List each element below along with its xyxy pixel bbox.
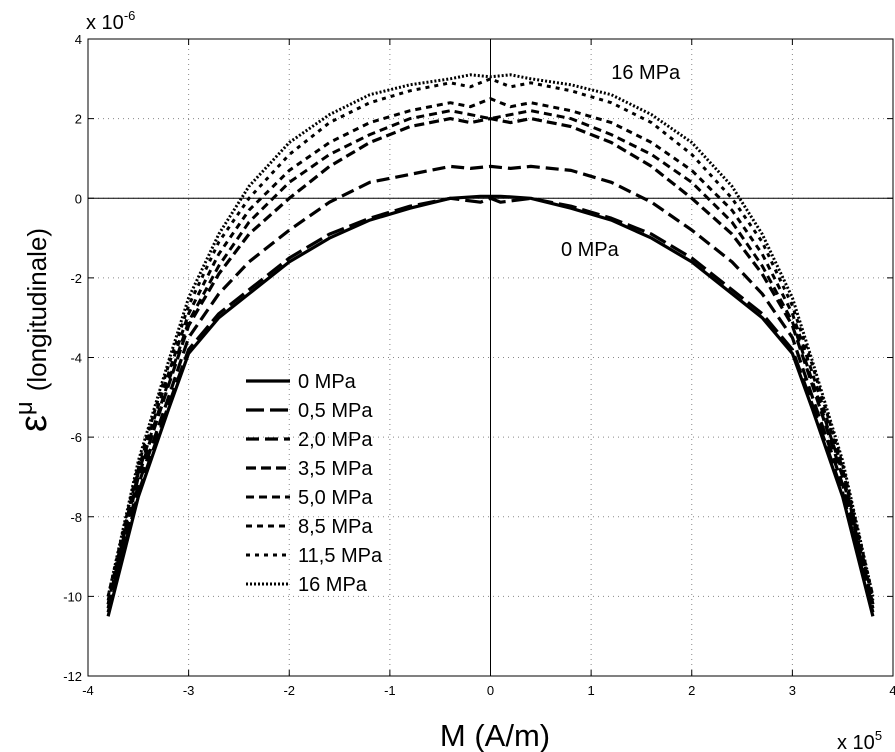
series-line-3: [106, 116, 875, 605]
y-axis-label-text: (longitudinale): [22, 228, 52, 391]
series-line-1: [106, 196, 875, 613]
legend-label-0: 0 MPa: [298, 371, 357, 393]
legend: 0 MPa 0,5 MPa 2,0 MPa 3,5 MPa 5,0 MPa 8,5 MPa…: [246, 371, 383, 596]
series-line-5: [106, 97, 875, 601]
y-tick-label: 0: [75, 191, 82, 206]
y-tick-label: -4: [70, 351, 82, 366]
series-line-6: [106, 77, 875, 597]
y-tick-label: -6: [70, 430, 82, 445]
x-multiplier-exponent: 5: [875, 728, 882, 743]
legend-label-7: 16 MPa: [298, 574, 368, 596]
svg-text:εμ(longitudinale): εμ (longitudinale): [11, 228, 55, 432]
y-multiplier-exponent: -6: [124, 8, 136, 23]
y-tick-label: -8: [70, 510, 82, 525]
series-line-0: [106, 194, 875, 617]
x-tick-label: -3: [183, 683, 195, 698]
y-tick-label: -10: [63, 589, 82, 604]
x-multiplier: x 105: [837, 728, 882, 752]
x-tick-label: 0: [487, 683, 494, 698]
y-multiplier: x 10-6: [86, 8, 135, 34]
annotations: 16 MPa 0 MPa: [561, 62, 681, 261]
x-tick-label: 2: [688, 683, 695, 698]
annotation-1: 0 MPa: [561, 239, 620, 261]
legend-label-5: 8,5 MPa: [298, 516, 373, 538]
legend-label-4: 5,0 MPa: [298, 487, 373, 509]
y-axis-label: εμ (longitudinale): [11, 228, 55, 432]
x-tick-label: 3: [789, 683, 796, 698]
y-tick-label: -2: [70, 271, 82, 286]
annotation-0: 16 MPa: [611, 62, 681, 84]
x-tick-label: -2: [283, 683, 295, 698]
series-layer: [106, 73, 875, 617]
y-axis-label-symbol: ε: [13, 415, 55, 432]
x-tick-label: -4: [82, 683, 94, 698]
series-line-7: [106, 73, 875, 597]
y-axis-label-superscript: μ: [11, 401, 38, 415]
x-axis-label: M (A/m): [440, 718, 550, 752]
x-tick-label: -1: [384, 683, 396, 698]
legend-label-6: 11,5 MPa: [298, 545, 383, 567]
x-tick-label: 4: [889, 683, 895, 698]
y-tick-label: 2: [75, 112, 82, 127]
legend-label-2: 2,0 MPa: [298, 429, 373, 451]
series-line-4: [106, 109, 875, 605]
y-tick-label: -12: [63, 669, 82, 684]
series-line-2: [106, 164, 875, 609]
legend-label-3: 3,5 MPa: [298, 458, 373, 480]
legend-label-1: 0,5 MPa: [298, 400, 373, 422]
x-tick-label: 1: [588, 683, 595, 698]
y-tick-label: 4: [75, 32, 82, 47]
